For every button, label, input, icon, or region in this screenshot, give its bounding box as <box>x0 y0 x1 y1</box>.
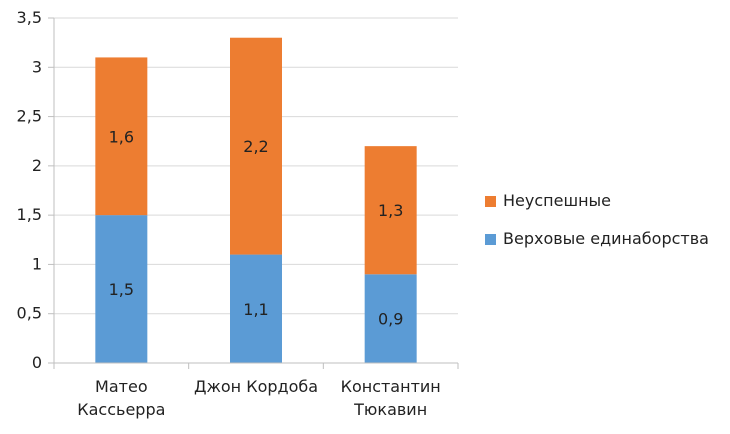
y-tick-label: 3 <box>32 57 42 76</box>
data-label: 1,3 <box>378 201 403 220</box>
y-tick-label: 1,5 <box>17 205 42 224</box>
category-label: Тюкавин <box>353 400 427 419</box>
y-tick-label: 0 <box>32 353 42 372</box>
legend-label: Неуспешные <box>503 191 611 210</box>
y-tick-label: 0,5 <box>17 304 42 323</box>
category-label: Кассьерра <box>77 400 165 419</box>
y-tick-label: 3,5 <box>17 8 42 27</box>
bar-segment <box>230 37 282 255</box>
data-label: 2,2 <box>243 137 268 156</box>
data-label: 1,1 <box>243 300 268 319</box>
category-label: Константин <box>341 377 441 396</box>
category-label: Матео <box>95 377 148 396</box>
data-labels: 1,5 1,6 1,1 2,2 0,9 1,3 <box>109 127 404 328</box>
legend: Неуспешные Верховые единаборства <box>485 191 709 248</box>
bar-segment <box>364 146 417 275</box>
bar-segment <box>230 254 282 363</box>
legend-swatch <box>485 234 496 245</box>
data-label: 1,6 <box>109 127 134 146</box>
x-axis: Матео Кассьерра Джон Кордоба Константин Тюка… <box>53 362 459 419</box>
bars <box>95 37 417 363</box>
bar-segment <box>364 274 417 363</box>
data-label: 0,9 <box>378 310 403 329</box>
legend-label: Верховые единаборства <box>503 229 709 248</box>
y-axis: 0 0,5 1 1,5 2 2,5 3 3,5 <box>17 8 55 372</box>
y-tick-label: 2 <box>32 156 42 175</box>
y-tick-label: 1 <box>32 254 42 273</box>
data-label: 1,5 <box>109 280 134 299</box>
bar-segment <box>95 57 148 216</box>
y-tick-label: 2,5 <box>17 107 42 126</box>
bar-segment <box>95 215 148 363</box>
legend-swatch <box>485 196 496 207</box>
category-label: Джон Кордоба <box>194 377 318 396</box>
